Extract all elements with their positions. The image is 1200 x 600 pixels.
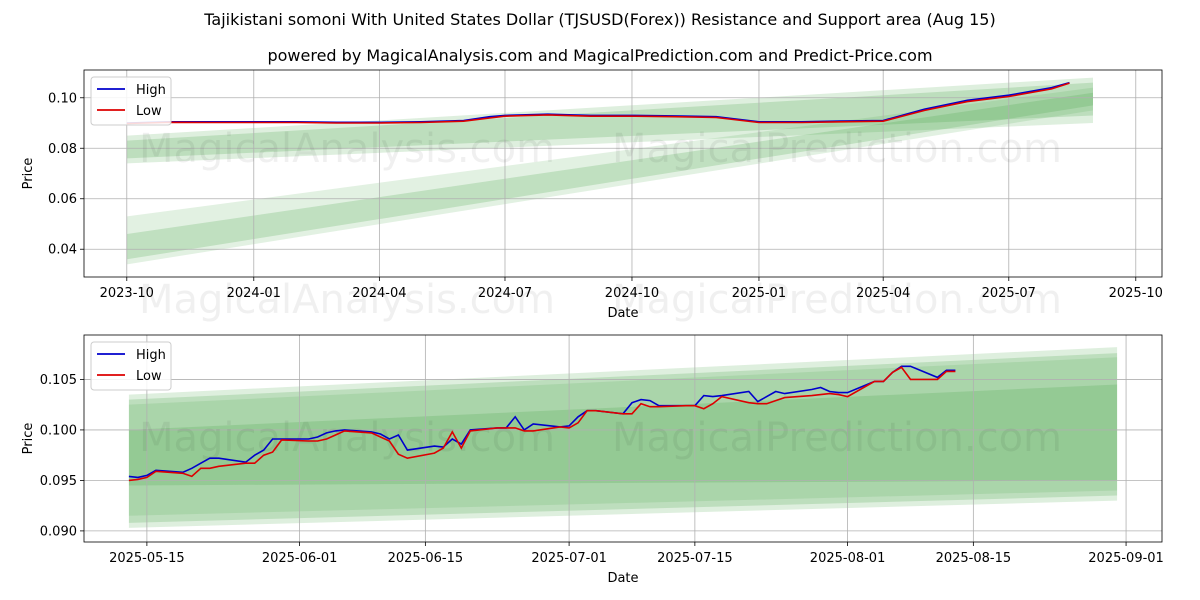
band-area (126, 87, 1093, 265)
y-tick-label: 0.100 (40, 423, 77, 438)
x-tick-label: 2025-07-01 (531, 551, 607, 566)
y-tick-label: 0.04 (48, 243, 77, 258)
y-tick-label: 0.08 (48, 142, 77, 157)
series-line-low (126, 82, 1070, 125)
x-tick-label: 2025-04 (856, 286, 910, 301)
watermark-text: MagicalPrediction.com (612, 277, 1062, 323)
x-tick-label: 2025-09-01 (1088, 551, 1164, 566)
x-tick-label: 2025-07 (982, 286, 1036, 301)
chart-subtitle: powered by MagicalAnalysis.com and Magic… (267, 46, 933, 65)
y-tick-label: 0.090 (40, 524, 77, 539)
x-tick-label: 2024-07 (478, 286, 532, 301)
series-group (126, 81, 1070, 125)
legend: High Low (90, 76, 172, 126)
y-tick-label: 0.105 (40, 373, 77, 388)
x-tick-label: 2024-04 (352, 286, 406, 301)
band-area (128, 357, 1118, 516)
watermark-text: MagicalPrediction.com (612, 415, 1062, 461)
legend: High Low (90, 341, 172, 391)
legend-label-high: High (136, 83, 166, 98)
series-line-high (128, 365, 956, 479)
series-group (128, 365, 956, 482)
x-tick-label: 2025-06-15 (388, 551, 464, 566)
band-group (126, 77, 1093, 265)
watermark-text: MagicalAnalysis.com (139, 415, 555, 461)
y-tick-label: 0.10 (48, 91, 77, 106)
x-tick-label: 2025-08-01 (810, 551, 886, 566)
plot-2: 2025-05-15 2025-06-01 2025-06-15 2025-07-01… (21, 334, 1164, 586)
legend-label-low: Low (136, 369, 162, 384)
x-tick-label: 2025-01 (732, 286, 786, 301)
chart-title: Tajikistani somoni With United States Do… (204, 10, 996, 29)
y-axis-label: Price (21, 423, 36, 455)
y-axis-label: Price (21, 158, 36, 190)
x-tick-label: 2025-08-15 (936, 551, 1012, 566)
x-tick-label: 2024-10 (605, 286, 659, 301)
x-tick-label: 2025-10 (1109, 286, 1163, 301)
plot-1: 2023-10 2024-01 2024-04 2024-07 2024-10 2025-… (21, 69, 1163, 323)
band-area (126, 77, 1093, 164)
y-tick-label: 0.095 (40, 474, 77, 489)
x-tick-label: 2025-07-15 (657, 551, 733, 566)
legend-label-low: Low (136, 104, 162, 119)
watermark-text: MagicalAnalysis.com (139, 277, 555, 323)
x-tick-label: 2025-06-01 (262, 551, 338, 566)
legend-label-high: High (136, 348, 166, 363)
axes-frame (83, 69, 1163, 278)
band-area (128, 384, 1118, 486)
axes-frame (83, 334, 1163, 543)
x-tick-label: 2024-01 (227, 286, 281, 301)
band-area (126, 92, 1093, 260)
x-axis-label: Date (607, 306, 638, 321)
y-tick-label: 0.06 (48, 192, 77, 207)
x-tick-label: 2023-10 (100, 286, 154, 301)
watermark-text: MagicalAnalysis.com (139, 126, 555, 172)
series-line-low (128, 366, 956, 482)
band-area (126, 82, 1093, 159)
x-axis-label: Date (607, 571, 638, 586)
band-area (128, 347, 1118, 528)
x-tick-label: 2025-05-15 (109, 551, 185, 566)
watermark-text: MagicalPrediction.com (612, 126, 1062, 172)
